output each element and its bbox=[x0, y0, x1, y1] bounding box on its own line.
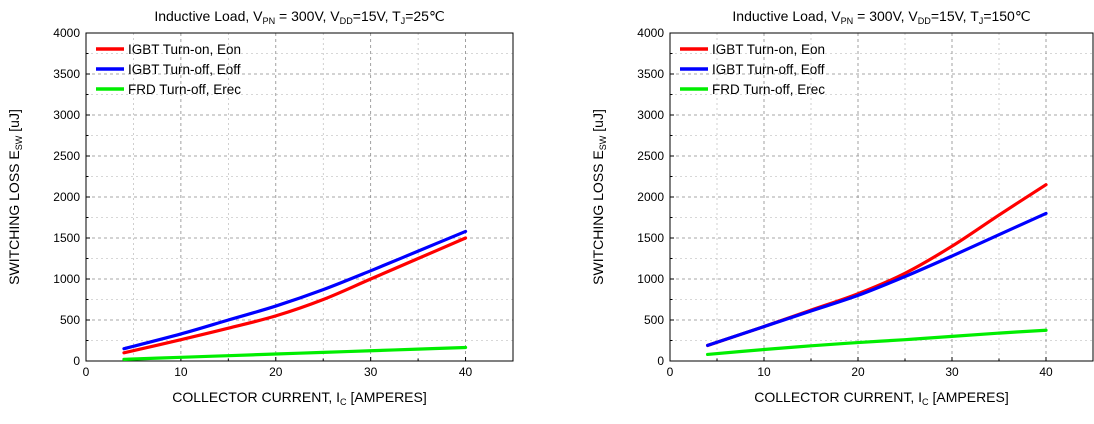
legend: IGBT Turn-on, Eon IGBT Turn-off, Eoff FRD … bbox=[680, 42, 825, 97]
x-tick-label: 30 bbox=[945, 365, 959, 379]
x-tick-label: 10 bbox=[174, 365, 188, 379]
series-line-2 bbox=[706, 211, 1048, 348]
y-tick-label: 2000 bbox=[53, 190, 80, 204]
x-tick-label: 30 bbox=[364, 365, 378, 379]
legend-label-2: IGBT Turn-off, Eoff bbox=[712, 62, 825, 77]
y-tick-label: 500 bbox=[60, 313, 80, 327]
series-line-3 bbox=[122, 345, 468, 361]
legend-label-2: IGBT Turn-off, Eoff bbox=[128, 62, 241, 77]
y-tick-label: 0 bbox=[73, 354, 80, 368]
y-tick-label: 3000 bbox=[53, 108, 80, 122]
x-tick-label: 10 bbox=[757, 365, 771, 379]
y-tick-label: 3500 bbox=[637, 67, 664, 81]
chart-title: Inductive Load, VPN = 300V, VDD=15V, TJ=… bbox=[154, 8, 444, 26]
y-tick-label: 2500 bbox=[637, 149, 664, 163]
y-tick-label: 3500 bbox=[53, 67, 80, 81]
y-tick-label: 4000 bbox=[53, 26, 80, 40]
y-axis-label: SWITCHING LOSS ESW [uJ] bbox=[590, 109, 608, 285]
chart-panel-1: 0 500 1000 1500 2000 2500 3000 3500 4000 0 10 20 30 4… bbox=[6, 8, 514, 407]
series-line-1 bbox=[706, 183, 1048, 348]
y-tick-label: 0 bbox=[657, 354, 664, 368]
chart-title: Inductive Load, VPN = 300V, VDD=15V, TJ=… bbox=[732, 8, 1030, 26]
series-line-2 bbox=[122, 229, 468, 351]
y-tick-label: 500 bbox=[644, 313, 664, 327]
y-tick-label: 1000 bbox=[637, 272, 664, 286]
x-axis-label: COLLECTOR CURRENT, IC [AMPERES] bbox=[754, 389, 1009, 407]
x-tick-label: 40 bbox=[1039, 365, 1053, 379]
legend-label-1: IGBT Turn-on, Eon bbox=[128, 42, 241, 57]
y-tick-label: 4000 bbox=[637, 26, 664, 40]
x-tick-label: 20 bbox=[269, 365, 283, 379]
y-tick-label: 2000 bbox=[637, 190, 664, 204]
series-line-1 bbox=[122, 236, 468, 355]
y-tick-label: 3000 bbox=[637, 108, 664, 122]
legend-label-1: IGBT Turn-on, Eon bbox=[712, 42, 825, 57]
y-tick-label: 1500 bbox=[53, 231, 80, 245]
x-tick-label: 40 bbox=[459, 365, 473, 379]
x-axis-label: COLLECTOR CURRENT, IC [AMPERES] bbox=[172, 389, 427, 407]
x-tick-label: 0 bbox=[83, 365, 90, 379]
legend-label-3: FRD Turn-off, Erec bbox=[128, 82, 241, 97]
legend-label-3: FRD Turn-off, Erec bbox=[712, 82, 825, 97]
y-axis-label: SWITCHING LOSS ESW [uJ] bbox=[6, 109, 24, 285]
series-line-3 bbox=[706, 328, 1048, 357]
x-tick-label: 20 bbox=[851, 365, 865, 379]
chart-panel-2: 0 500 1000 1500 2000 2500 3000 3500 4000 0 10 20 30 4… bbox=[590, 8, 1094, 407]
y-tick-label: 1000 bbox=[53, 272, 80, 286]
y-tick-label: 2500 bbox=[53, 149, 80, 163]
x-tick-label: 0 bbox=[667, 365, 674, 379]
y-tick-label: 1500 bbox=[637, 231, 664, 245]
legend: IGBT Turn-on, Eon IGBT Turn-off, Eoff FRD … bbox=[96, 42, 241, 97]
